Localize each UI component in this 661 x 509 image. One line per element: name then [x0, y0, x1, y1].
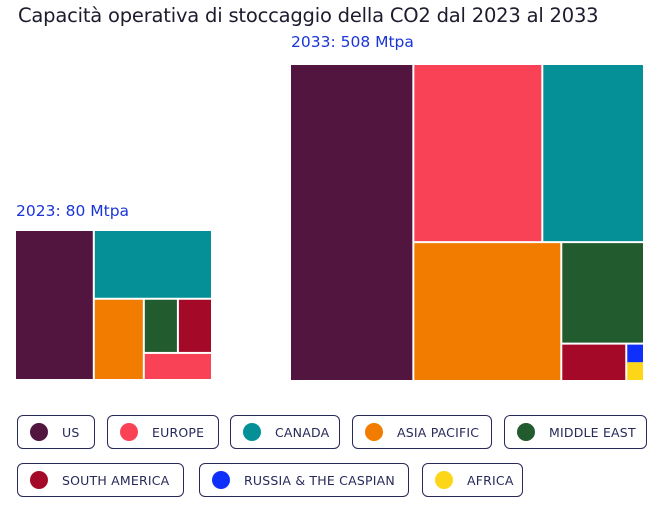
- treemap-2033-label: 2033: 508 Mtpa: [291, 33, 414, 51]
- legend-label-middle-east: MIDDLE EAST: [549, 424, 636, 440]
- treemap-2023-cell-asia-pacific: [94, 299, 143, 379]
- legend-label-asia-pacific: ASIA PACIFIC: [397, 424, 480, 440]
- legend-item-africa[interactable]: AFRICA: [422, 463, 523, 497]
- chart-title: Capacità operativa di stoccaggio della C…: [18, 4, 599, 27]
- treemap-2033-cell-middle-east: [562, 243, 643, 343]
- legend-dot-asia-pacific: [365, 423, 383, 441]
- treemap-2033-cell-canada: [543, 65, 643, 242]
- legend-dot-south-america: [30, 471, 48, 489]
- treemaps-area: [16, 65, 643, 380]
- legend-dot-middle-east: [517, 423, 535, 441]
- treemap-2033-cell-africa: [627, 362, 643, 380]
- treemap-2023-cell-south-america: [178, 299, 211, 352]
- treemap-2023-cell-europe: [144, 353, 211, 379]
- legend-label-africa: AFRICA: [467, 472, 514, 488]
- treemap-2023-cell-us: [16, 231, 93, 379]
- treemap-2033-cell-europe: [414, 65, 542, 242]
- legend-item-asia-pacific[interactable]: ASIA PACIFIC: [352, 415, 492, 449]
- legend-dot-africa: [435, 471, 453, 489]
- legend-label-canada: CANADA: [275, 424, 330, 440]
- treemap-2033-cell-asia-pacific: [414, 243, 561, 380]
- legend-item-south-america[interactable]: SOUTH AMERICA: [17, 463, 184, 497]
- treemap-2033-cell-us: [291, 65, 413, 380]
- treemap-2023-cell-canada: [94, 231, 211, 298]
- legend-label-europe: EUROPE: [152, 424, 205, 440]
- treemap-2023-label: 2023: 80 Mtpa: [16, 202, 130, 220]
- legend-dot-russia-caspian: [212, 471, 230, 489]
- legend-dot-canada: [243, 423, 261, 441]
- legend-item-europe[interactable]: EUROPE: [107, 415, 219, 449]
- legend-label-south-america: SOUTH AMERICA: [62, 472, 170, 488]
- legend-item-us[interactable]: US: [17, 415, 95, 449]
- legend-item-russia-caspian[interactable]: RUSSIA & THE CASPIAN: [199, 463, 409, 497]
- treemap-2033-cell-south-america: [562, 344, 626, 380]
- legend-dot-us: [30, 423, 48, 441]
- treemap-2023-cell-middle-east: [144, 299, 177, 352]
- legend-label-russia-caspian: RUSSIA & THE CASPIAN: [244, 472, 395, 488]
- legend-item-canada[interactable]: CANADA: [230, 415, 340, 449]
- legend-label-us: US: [62, 424, 80, 440]
- treemap-2033-cell-russia-caspian: [627, 344, 643, 363]
- legend-item-middle-east[interactable]: MIDDLE EAST: [504, 415, 647, 449]
- legend-dot-europe: [120, 423, 138, 441]
